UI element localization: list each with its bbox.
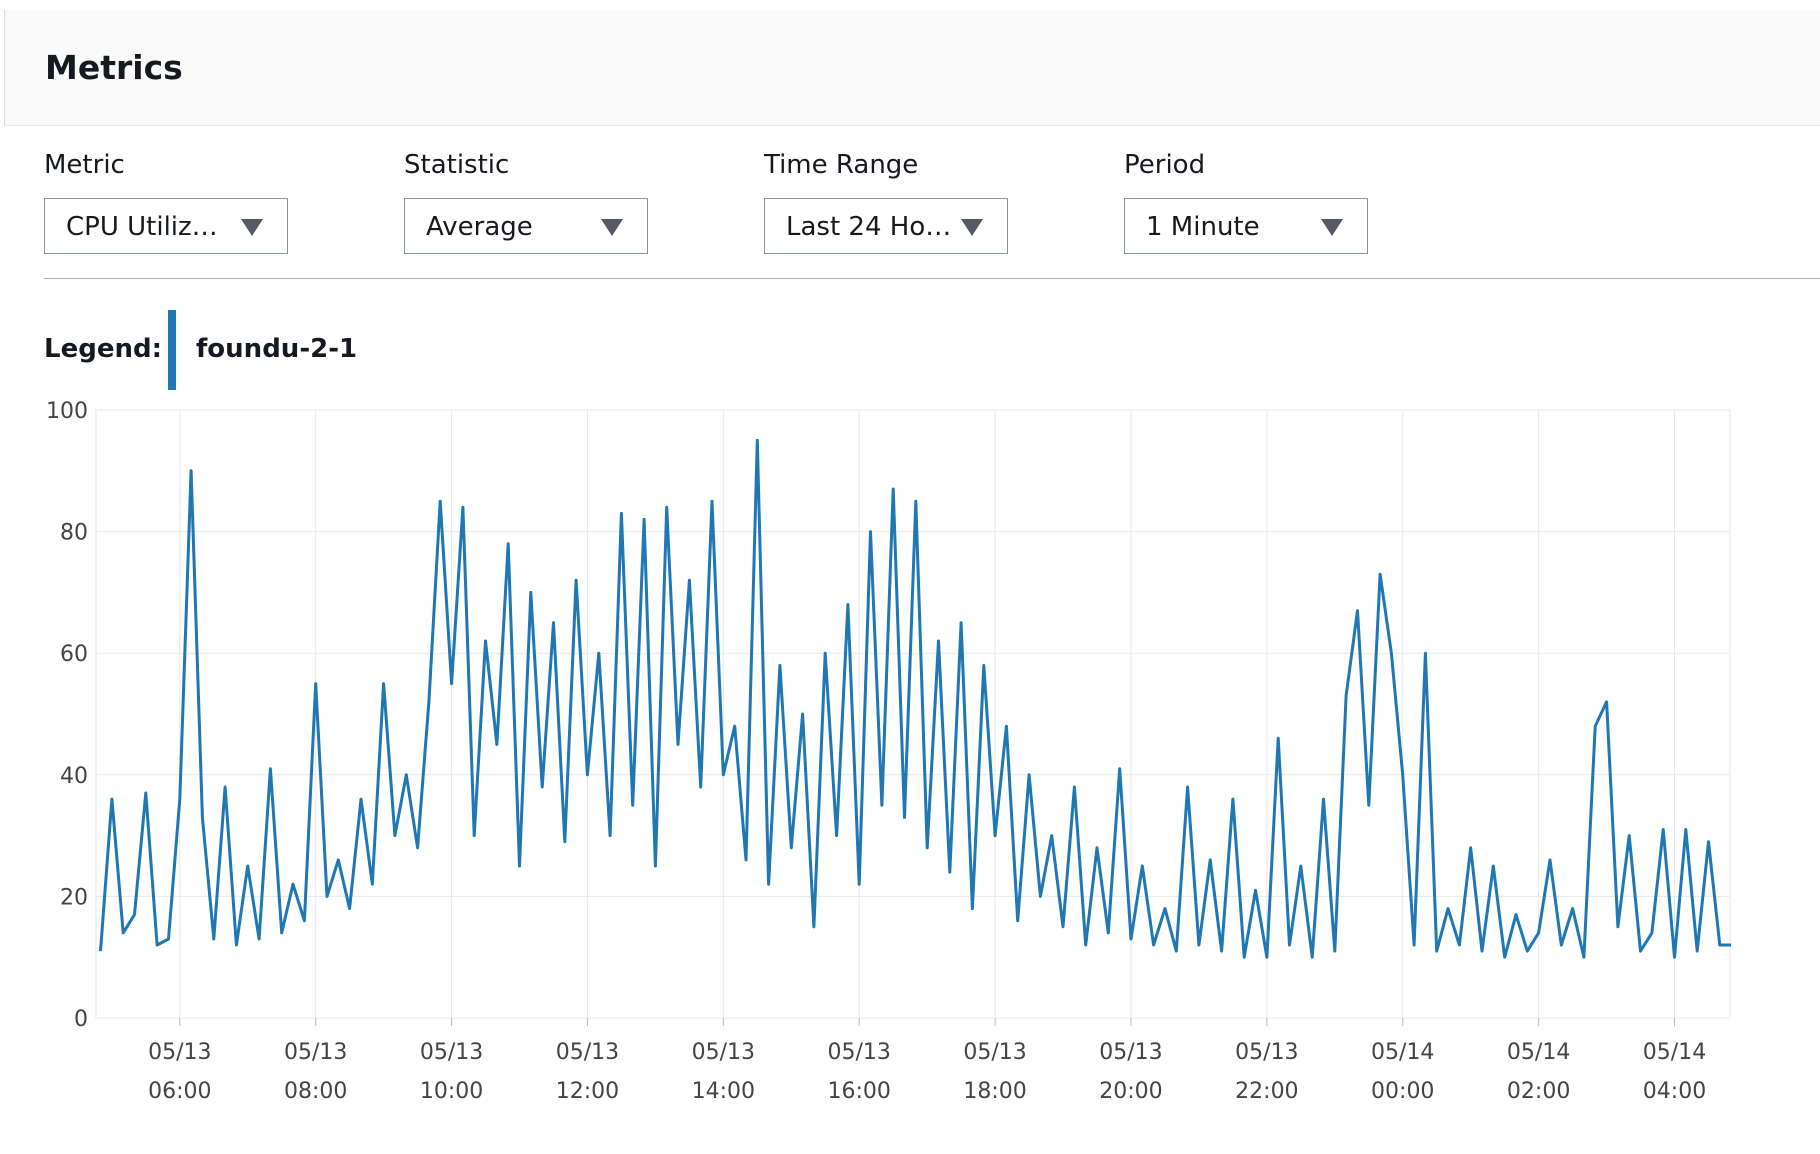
dropdown-field: Period 1 Minute [1124, 150, 1368, 254]
x-tick-label: 05/14 [1643, 1040, 1706, 1065]
x-tick-label: 05/14 [1507, 1040, 1570, 1065]
x-tick-label: 12:00 [556, 1079, 619, 1104]
dropdown-field: Time Range Last 24 Ho… [764, 150, 1008, 254]
x-tick-label: 05/13 [1099, 1040, 1162, 1065]
x-tick-label: 05/14 [1371, 1040, 1434, 1065]
panel-title: Metrics [45, 48, 183, 87]
dropdown-label: Period [1124, 150, 1206, 180]
dropdown-label: Metric [44, 150, 125, 180]
dropdown-arrow [961, 219, 983, 236]
x-tick-label: 22:00 [1235, 1079, 1298, 1104]
separator [44, 278, 1820, 279]
x-tick-label: 18:00 [963, 1079, 1026, 1104]
dropdown-label: Statistic [404, 150, 510, 180]
dropdown[interactable]: Average [404, 198, 648, 254]
x-tick-label: 10:00 [420, 1079, 483, 1104]
x-tick-label: 08:00 [284, 1079, 347, 1104]
x-tick-label: 20:00 [1099, 1079, 1162, 1104]
x-tick-label: 05/13 [284, 1040, 347, 1065]
x-tick-label: 14:00 [692, 1079, 755, 1104]
y-tick-label: 60 [60, 642, 88, 667]
dropdown-field: Statistic Average [404, 150, 648, 254]
panel-header: Metrics [4, 10, 1820, 126]
legend-swatch [168, 310, 176, 390]
x-tick-label: 05/13 [692, 1040, 755, 1065]
dropdown-label: Time Range [764, 150, 919, 180]
x-tick-label: 05/13 [1235, 1040, 1298, 1065]
dropdown[interactable]: CPU Utiliz… [44, 198, 288, 254]
y-tick-label: 0 [74, 1007, 88, 1032]
dropdown-value: 1 Minute [1146, 212, 1260, 242]
dropdown-arrow [241, 219, 263, 236]
x-tick-label: 16:00 [828, 1079, 891, 1104]
y-tick-label: 40 [60, 764, 88, 789]
x-tick-label: 05/13 [556, 1040, 619, 1065]
dropdown[interactable]: Last 24 Ho… [764, 198, 1008, 254]
x-tick-label: 06:00 [148, 1079, 211, 1104]
dropdown[interactable]: 1 Minute [1124, 198, 1368, 254]
x-tick-label: 05/13 [963, 1040, 1026, 1065]
dropdown-value: Average [426, 212, 533, 242]
x-tick-label: 04:00 [1643, 1079, 1706, 1104]
x-tick-label: 05/13 [148, 1040, 211, 1065]
y-tick-label: 80 [60, 521, 88, 546]
y-tick-label: 20 [60, 885, 88, 910]
y-tick-label: 100 [46, 399, 88, 424]
x-tick-label: 00:00 [1371, 1079, 1434, 1104]
dropdown-field: Metric CPU Utiliz… [44, 150, 288, 254]
x-tick-label: 05/13 [828, 1040, 891, 1065]
dropdown-value: CPU Utiliz… [66, 212, 218, 242]
legend-label: Legend: [44, 334, 162, 364]
x-tick-label: 02:00 [1507, 1079, 1570, 1104]
dropdown-value: Last 24 Ho… [786, 212, 952, 242]
legend-entry: foundu-2-1 [196, 334, 358, 364]
series-line [99, 438, 1732, 959]
dropdown-arrow [1321, 219, 1343, 236]
x-tick-label: 05/13 [420, 1040, 483, 1065]
dropdown-arrow [601, 219, 623, 236]
